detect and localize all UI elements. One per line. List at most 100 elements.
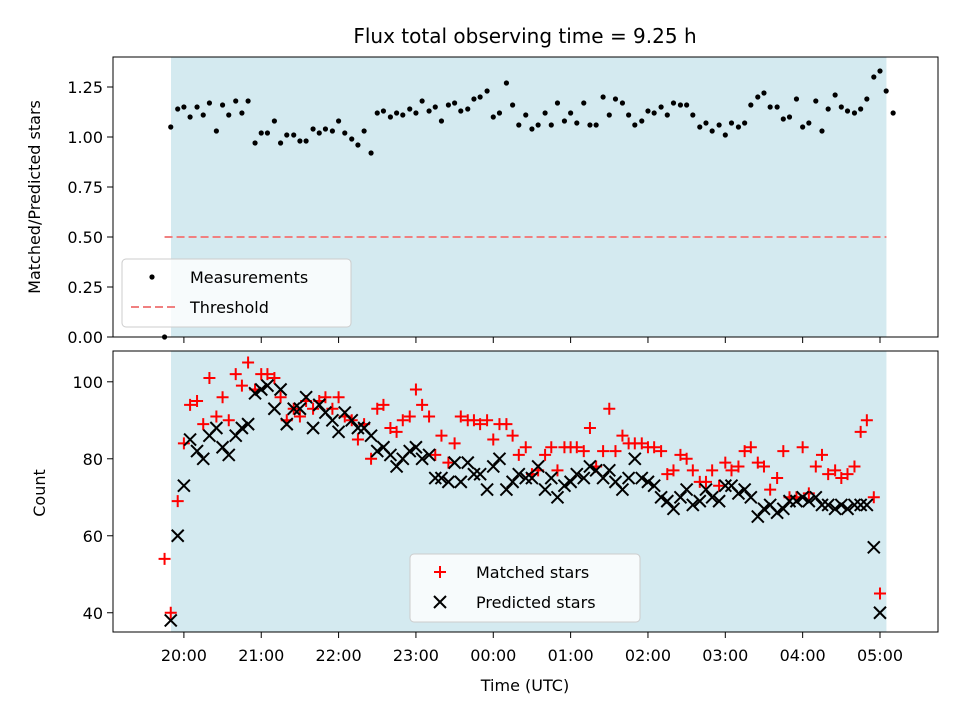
matched-star-point [597,445,610,458]
matched-star-point [467,414,480,427]
matched-star-point [506,429,519,442]
measurement-point [825,106,831,112]
top-y-tick-label: 0.50 [67,228,103,247]
measurement-point [400,112,406,118]
matched-star-point [184,398,197,411]
measurement-point [252,140,258,146]
measurement-point [271,118,277,124]
top-y-tick-label: 0.75 [67,178,103,197]
measurement-point [851,110,858,116]
measurement-point [844,108,851,114]
matched-star-point [841,468,854,481]
predicted-star-point [280,417,294,431]
matched-stars-points [158,356,886,619]
predicted-star-point [815,498,829,512]
measurement-point [703,120,709,126]
predicted-star-point [215,440,230,454]
measurement-point [858,106,864,112]
measurement-point [477,94,483,100]
matched-star-point [771,472,784,485]
predicted-star-point [383,448,398,462]
predicted-star-point [789,494,804,508]
top-legend: Measurements Threshold [121,258,352,328]
matched-star-point [609,445,622,458]
matched-star-point [873,587,886,600]
matched-star-point [442,456,455,469]
measurement-point [380,108,387,114]
matched-star-point [635,437,648,450]
measurement-point [677,102,684,108]
measurement-point [626,112,632,118]
matched-legend-marker [434,566,446,578]
measurement-point [213,128,219,134]
measurement-point [239,110,245,116]
measurement-point [832,92,838,98]
matched-star-point [822,468,835,481]
measurement-point [407,106,413,112]
predicted-star-point [190,444,204,458]
predicted-star-point [635,471,649,485]
matched-star-point [423,410,436,423]
top-legend-box [121,258,352,328]
measurement-point [219,102,226,108]
predicted-star-point [615,482,630,497]
bottom-y-axis-label: Count [30,469,49,517]
predicted-star-point [757,502,771,516]
measurement-point [806,120,812,126]
predicted-star-point [447,455,462,470]
matched-star-point [500,418,513,431]
predicted-star-point [525,471,539,485]
bottom-x-tick-label: 02:00 [625,646,671,665]
measurement-point [786,114,793,120]
measurement-point [890,110,896,116]
measurement-point [574,120,580,126]
bottom-y-tick-label: 80 [83,450,103,469]
predicted-star-point [183,432,197,447]
matched-star-point [377,398,390,411]
predicted-star-point [312,398,326,412]
bottom-x-tick-label: 05:00 [857,646,903,665]
bottom-x-tick-label: 21:00 [238,646,284,665]
measurement-point [484,88,490,94]
matched-star-point [390,425,403,438]
bottom-x-tick-label: 20:00 [161,646,207,665]
predicted-stars-points [164,378,887,628]
measurement-point [561,118,568,124]
matched-star-point [487,433,500,446]
measurement-point [722,132,728,138]
predicted-star-point [473,467,487,481]
predicted-star-point [828,502,842,516]
measurement-point [297,138,303,144]
predicted-star-point [718,479,733,493]
measurement-point [432,104,438,110]
top-plot-frame [112,56,939,338]
measurement-point [245,98,251,104]
matched-star-point [674,448,687,461]
matched-star-point [725,464,738,477]
predicted-star-point [480,482,494,497]
predicted-star-point [364,428,378,443]
measurement-point [258,130,264,136]
predicted-star-point [673,490,688,504]
bottom-x-tick-label: 01:00 [548,646,594,665]
predicted-legend-label: Predicted stars [476,593,596,612]
matched-star-point [203,371,216,384]
predicted-star-point [351,421,365,435]
predicted-star-point [519,471,533,485]
measurement-point [284,132,290,138]
predicted-star-point [647,479,661,493]
bottom-panel: 40 60 80 100 20:00 21:00 22:00 23:00 00:00 01:00… [30,350,939,695]
predicted-star-point [577,471,591,485]
matched-star-point [757,460,770,473]
predicted-star-point [164,613,178,628]
measurement-point [684,102,690,108]
matched-star-point [835,472,848,485]
measurement-point [374,110,380,116]
predicted-star-point [505,475,520,489]
matched-star-point [719,456,732,469]
matched-star-point [216,391,229,404]
measurement-point [883,88,889,94]
matched-star-point [545,441,558,454]
measurement-point [793,96,800,102]
